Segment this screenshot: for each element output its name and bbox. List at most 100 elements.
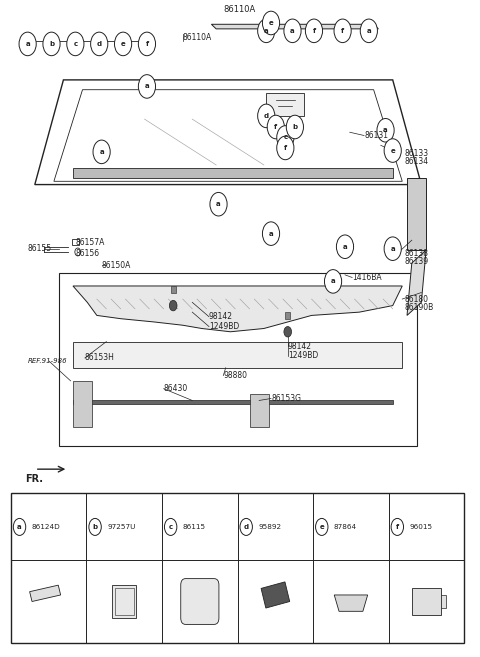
Circle shape (324, 269, 342, 293)
Circle shape (263, 222, 280, 246)
Text: a: a (216, 201, 221, 207)
Circle shape (384, 139, 401, 162)
Text: 86115: 86115 (182, 524, 206, 530)
Polygon shape (73, 381, 92, 426)
Text: c: c (283, 135, 288, 141)
Circle shape (334, 19, 351, 43)
Text: f: f (312, 28, 315, 34)
Circle shape (360, 19, 377, 43)
Circle shape (315, 518, 328, 535)
Text: 86156: 86156 (75, 250, 99, 258)
Text: 86157A: 86157A (75, 238, 105, 246)
Text: 86153G: 86153G (271, 394, 301, 403)
Polygon shape (261, 582, 290, 608)
Circle shape (258, 19, 275, 43)
Text: a: a (367, 28, 371, 34)
Text: 86153H: 86153H (85, 353, 115, 363)
Circle shape (377, 118, 394, 142)
Text: 98142: 98142 (288, 342, 312, 351)
Text: a: a (144, 83, 149, 89)
Text: 86133: 86133 (405, 148, 429, 158)
Text: 86155: 86155 (28, 244, 52, 253)
Circle shape (89, 518, 101, 535)
Polygon shape (407, 250, 426, 315)
Circle shape (93, 140, 110, 164)
Circle shape (277, 136, 294, 160)
Text: a: a (343, 244, 348, 250)
Text: a: a (269, 231, 273, 237)
Polygon shape (73, 286, 402, 332)
Circle shape (286, 115, 303, 139)
Text: 87864: 87864 (334, 524, 357, 530)
Text: f: f (341, 28, 344, 34)
Text: a: a (99, 149, 104, 155)
Text: e: e (390, 148, 395, 154)
Text: 98880: 98880 (223, 371, 247, 380)
Text: a: a (390, 246, 395, 252)
Circle shape (284, 19, 301, 43)
Text: 86124D: 86124D (32, 524, 60, 530)
Text: 97257U: 97257U (107, 524, 135, 530)
Circle shape (115, 32, 132, 56)
Bar (72, 239, 79, 246)
Circle shape (210, 193, 227, 216)
Polygon shape (30, 585, 60, 602)
Circle shape (138, 32, 156, 56)
Text: 86134: 86134 (405, 157, 429, 166)
Text: 95892: 95892 (258, 524, 281, 530)
Text: f: f (396, 524, 399, 530)
Text: 86180: 86180 (405, 294, 429, 304)
Polygon shape (112, 585, 136, 618)
Text: a: a (331, 279, 336, 284)
Text: b: b (93, 524, 97, 530)
Text: f: f (145, 41, 148, 47)
Circle shape (258, 104, 275, 127)
Circle shape (384, 237, 401, 260)
Text: a: a (17, 524, 22, 530)
Text: FR.: FR. (25, 474, 43, 484)
Circle shape (305, 19, 323, 43)
Polygon shape (73, 342, 402, 368)
Text: a: a (264, 28, 268, 34)
Text: e: e (120, 41, 125, 47)
Text: a: a (383, 127, 388, 133)
Text: 98142: 98142 (209, 312, 233, 321)
Text: c: c (73, 41, 77, 47)
Text: 1249BD: 1249BD (209, 322, 239, 331)
Text: e: e (269, 20, 274, 26)
Polygon shape (171, 286, 176, 292)
Circle shape (169, 300, 177, 311)
Circle shape (267, 115, 284, 139)
Text: d: d (264, 113, 269, 119)
Text: 86110A: 86110A (183, 33, 212, 42)
Text: 96015: 96015 (409, 524, 432, 530)
Text: 86139: 86139 (405, 258, 429, 266)
Text: 86131: 86131 (364, 131, 388, 140)
Text: a: a (25, 41, 30, 47)
Circle shape (263, 11, 280, 35)
FancyBboxPatch shape (441, 595, 445, 608)
Circle shape (240, 518, 252, 535)
Circle shape (284, 327, 291, 337)
Circle shape (19, 32, 36, 56)
Text: a: a (290, 28, 295, 34)
Polygon shape (285, 312, 290, 319)
Circle shape (43, 32, 60, 56)
Text: 86150A: 86150A (102, 261, 131, 269)
Polygon shape (211, 24, 378, 29)
Polygon shape (73, 168, 393, 178)
FancyBboxPatch shape (181, 579, 219, 624)
Circle shape (138, 75, 156, 98)
Text: e: e (319, 524, 324, 530)
Text: REF.91-986: REF.91-986 (28, 358, 67, 364)
Polygon shape (334, 595, 368, 611)
Text: 1249BD: 1249BD (288, 351, 318, 361)
Circle shape (391, 518, 404, 535)
Circle shape (13, 518, 26, 535)
Polygon shape (266, 93, 304, 116)
Text: b: b (49, 41, 54, 47)
Circle shape (91, 32, 108, 56)
Text: 86110A: 86110A (224, 5, 256, 14)
Circle shape (165, 518, 177, 535)
Text: d: d (96, 41, 102, 47)
